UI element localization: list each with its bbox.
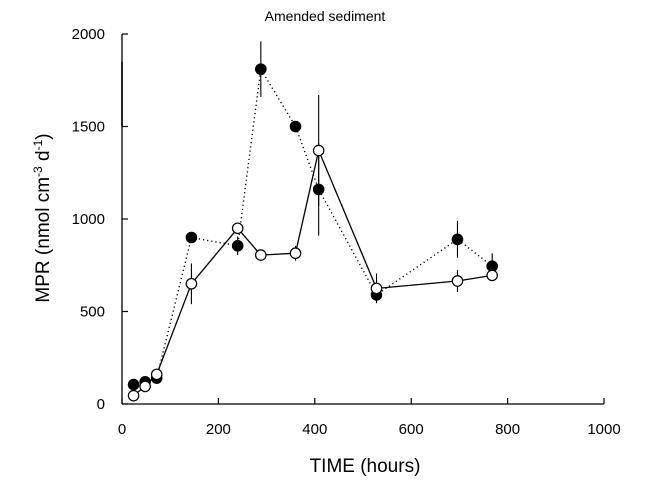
y-axis-title-mid: d xyxy=(33,150,54,166)
series-2-point xyxy=(289,247,302,260)
series-1-line xyxy=(133,67,493,386)
y-axis-title-sup1: -3 xyxy=(31,166,45,177)
series-2-point xyxy=(139,380,151,393)
x-tick-label: 1000 xyxy=(587,421,620,438)
axes xyxy=(121,34,604,405)
markers xyxy=(127,63,498,402)
series-2-point xyxy=(255,249,267,261)
x-tick-label: 0 xyxy=(118,421,126,438)
y-tick-label: 1000 xyxy=(72,211,105,228)
y-axis-title-main: MPR (nmol cm xyxy=(33,177,54,303)
series-2-point xyxy=(370,282,383,295)
series-1-point xyxy=(231,240,244,252)
y-tick-label: 2000 xyxy=(72,26,105,43)
series-2-point xyxy=(185,277,198,290)
y-axis-title: MPR (nmol cm-3 d-1) xyxy=(31,133,54,302)
series-2-point xyxy=(312,144,325,157)
series-2-point xyxy=(451,275,464,287)
series-2-point xyxy=(486,269,498,282)
series-2-point xyxy=(150,368,163,381)
ticks: 0 200 400 600 800 1000 0 500 1000 1500 2000 xyxy=(72,26,621,438)
x-tick-label: 800 xyxy=(495,421,520,438)
series-lines xyxy=(133,67,493,397)
y-axis-title-end: ) xyxy=(33,133,54,139)
series-1-point xyxy=(255,63,267,75)
chart-title: Amended sediment xyxy=(265,8,386,24)
y-tick-label: 1500 xyxy=(72,119,105,136)
y-tick-label: 0 xyxy=(97,396,105,413)
x-tick-label: 600 xyxy=(399,421,424,438)
x-tick-label: 400 xyxy=(302,421,327,438)
series-2-point xyxy=(231,222,244,235)
series-1-point xyxy=(451,233,464,246)
x-axis-title: TIME (hours) xyxy=(310,456,421,477)
series-2-point xyxy=(127,389,140,402)
y-axis-title-sup2: -1 xyxy=(31,139,45,150)
series-2-line xyxy=(133,148,493,397)
series-1-point xyxy=(185,231,198,244)
x-tick-label: 200 xyxy=(206,421,231,438)
error-bars xyxy=(190,41,493,305)
series-1-point xyxy=(127,378,140,391)
series-1-point xyxy=(289,120,302,133)
y-tick-label: 500 xyxy=(80,304,105,321)
series-1-point xyxy=(312,183,325,196)
